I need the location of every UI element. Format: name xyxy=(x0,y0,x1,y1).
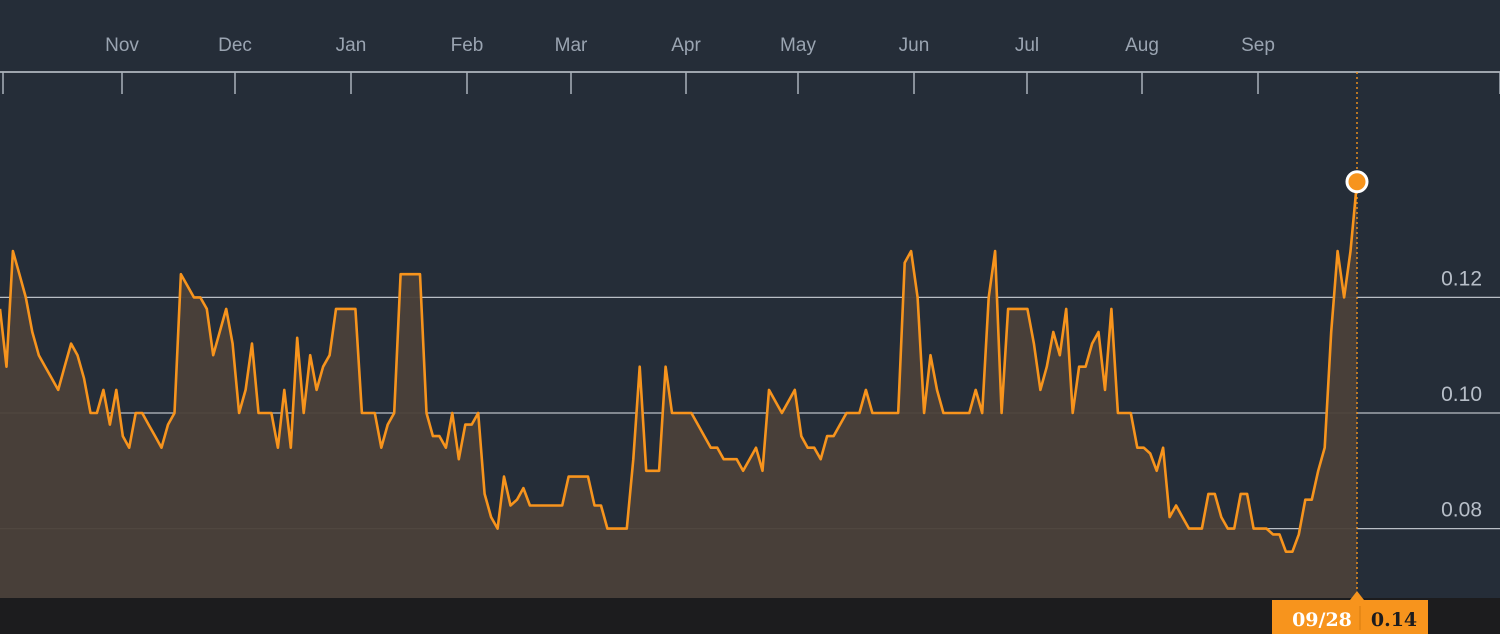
series-line-group xyxy=(0,181,1359,553)
month-label: Feb xyxy=(451,35,484,56)
tag-value: 0.14 xyxy=(1371,609,1417,631)
series-area xyxy=(0,181,1357,598)
bottom-bar xyxy=(0,598,1500,634)
month-label: Sep xyxy=(1241,35,1275,56)
top-x-axis: Nov Dec Jan Feb Mar Apr May Jun Jul Aug Sep xyxy=(0,35,1500,94)
y-tick-label: 0.10 xyxy=(1441,383,1482,406)
month-label: Jul xyxy=(1015,35,1039,56)
y-tick-label: 0.12 xyxy=(1441,267,1482,290)
last-point-dot xyxy=(1345,170,1369,194)
area-fill xyxy=(0,181,1357,598)
tag-box xyxy=(1272,600,1428,634)
month-label: Mar xyxy=(555,35,588,56)
y-axis-labels: 0.08 0.10 0.12 xyxy=(1441,267,1482,521)
month-label: Aug xyxy=(1125,35,1159,56)
y-tick-label: 0.08 xyxy=(1441,499,1482,522)
bottom-bar-rect xyxy=(0,598,1500,634)
month-label: Jan xyxy=(336,35,367,56)
tag-date: 09/28 xyxy=(1292,609,1352,631)
month-label: Dec xyxy=(218,35,252,56)
last-value-marker: 09/28 0.14 xyxy=(1272,72,1428,634)
month-label: Apr xyxy=(671,35,701,56)
tag-pointer xyxy=(1350,591,1364,600)
month-label: Nov xyxy=(105,35,139,56)
month-label: Jun xyxy=(899,35,930,56)
series-line xyxy=(0,181,1359,553)
month-label: May xyxy=(780,35,816,56)
